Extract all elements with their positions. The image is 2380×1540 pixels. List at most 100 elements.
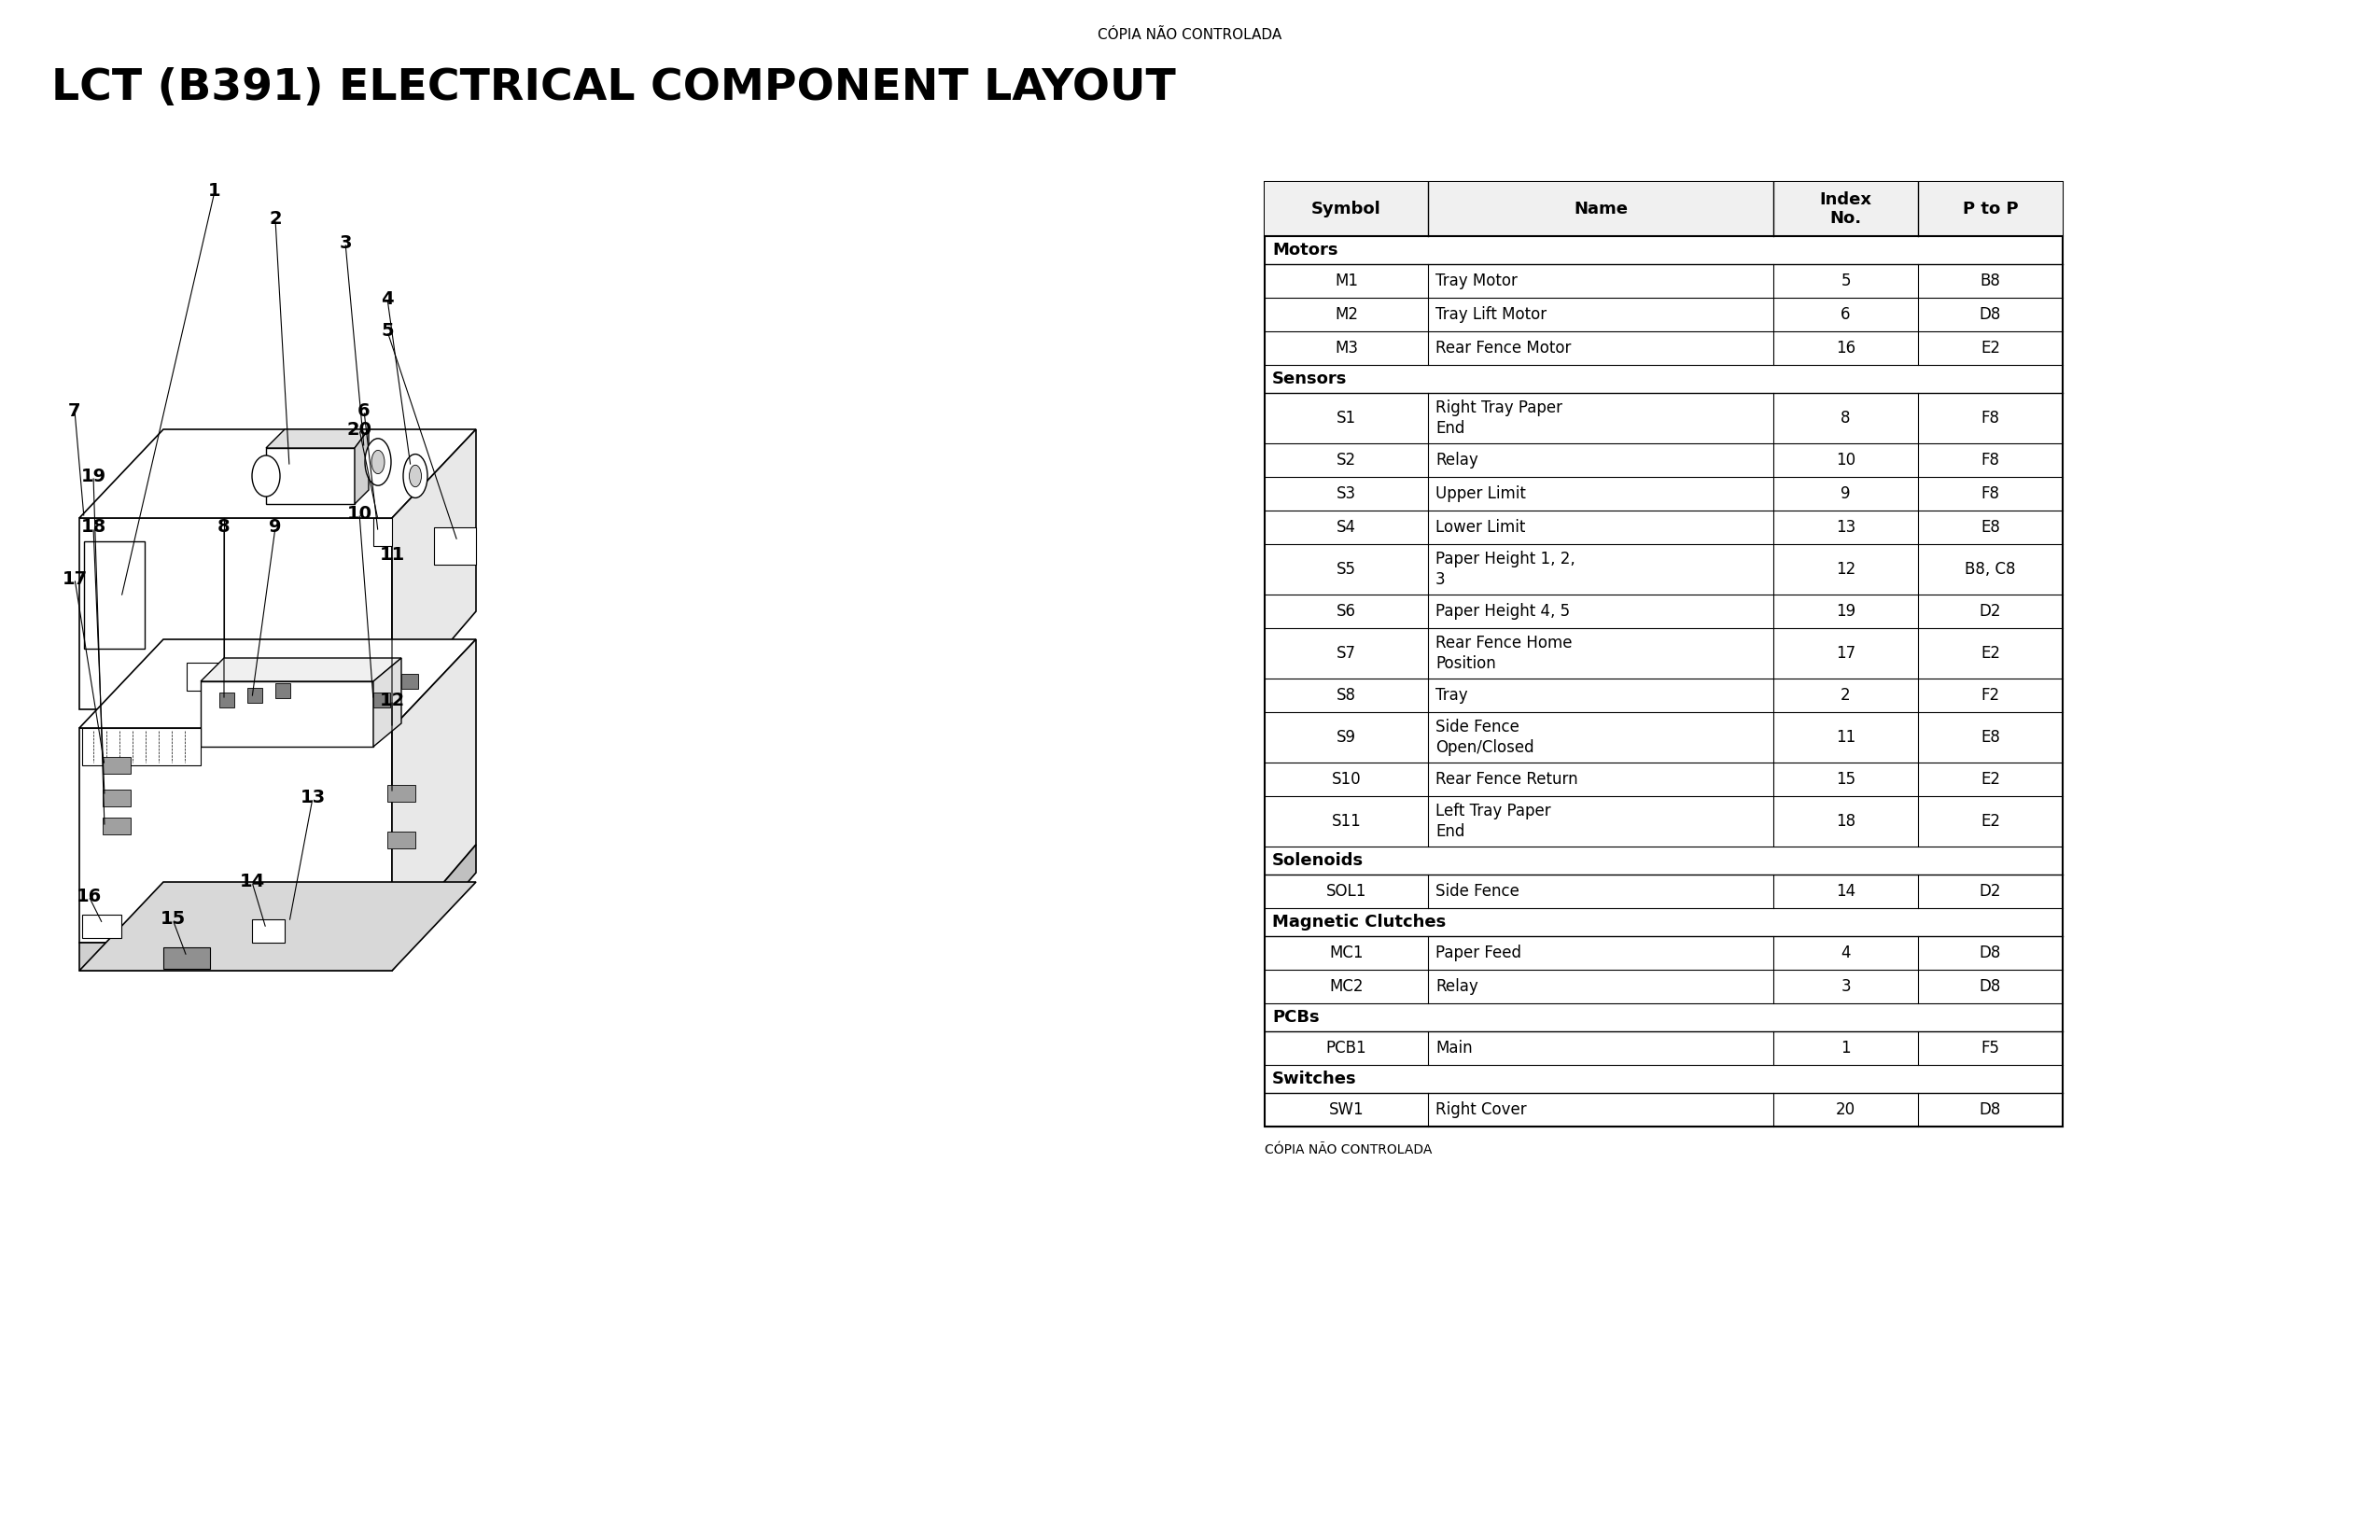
Text: S7: S7 xyxy=(1338,645,1357,662)
Text: E2: E2 xyxy=(1980,340,1999,357)
Text: Relay: Relay xyxy=(1435,978,1478,995)
Polygon shape xyxy=(388,832,416,849)
Text: Index
No.: Index No. xyxy=(1821,191,1871,228)
Polygon shape xyxy=(79,430,476,517)
Text: 4: 4 xyxy=(381,290,393,308)
Text: 8: 8 xyxy=(217,519,231,536)
Text: 1: 1 xyxy=(209,182,221,200)
Text: E2: E2 xyxy=(1980,772,1999,788)
Text: 14: 14 xyxy=(240,873,264,890)
Text: 9: 9 xyxy=(1840,485,1852,502)
Text: 10: 10 xyxy=(347,505,371,522)
Text: Side Fence
Open/Closed: Side Fence Open/Closed xyxy=(1435,719,1535,756)
Text: LCT (B391) ELECTRICAL COMPONENT LAYOUT: LCT (B391) ELECTRICAL COMPONENT LAYOUT xyxy=(52,68,1176,109)
Text: PCBs: PCBs xyxy=(1273,1009,1319,1026)
Text: 14: 14 xyxy=(1835,882,1856,899)
Text: 20: 20 xyxy=(1835,1101,1856,1118)
Text: M2: M2 xyxy=(1335,306,1359,323)
Ellipse shape xyxy=(252,456,281,496)
Text: 10: 10 xyxy=(1835,451,1856,468)
Text: S10: S10 xyxy=(1330,772,1361,788)
Ellipse shape xyxy=(364,439,390,485)
Text: Rear Fence Return: Rear Fence Return xyxy=(1435,772,1578,788)
Polygon shape xyxy=(252,919,286,942)
Text: S4: S4 xyxy=(1338,519,1357,536)
Text: 16: 16 xyxy=(1835,340,1856,357)
Text: 19: 19 xyxy=(1835,604,1856,619)
Text: 4: 4 xyxy=(1840,944,1852,961)
Polygon shape xyxy=(374,517,393,547)
Text: 12: 12 xyxy=(1835,561,1856,578)
Polygon shape xyxy=(79,942,393,970)
Polygon shape xyxy=(102,818,131,835)
Polygon shape xyxy=(374,658,402,747)
Text: 20: 20 xyxy=(347,420,371,439)
Text: D8: D8 xyxy=(1980,944,2002,961)
Text: 15: 15 xyxy=(1835,772,1856,788)
Polygon shape xyxy=(83,728,200,765)
Text: Lower Limit: Lower Limit xyxy=(1435,519,1526,536)
Text: S2: S2 xyxy=(1338,451,1357,468)
Text: D8: D8 xyxy=(1980,1101,2002,1118)
Text: SOL1: SOL1 xyxy=(1326,882,1366,899)
Text: E2: E2 xyxy=(1980,813,1999,830)
Text: S3: S3 xyxy=(1338,485,1357,502)
Polygon shape xyxy=(79,728,393,942)
Text: 2: 2 xyxy=(1840,687,1852,704)
Polygon shape xyxy=(83,542,145,648)
Text: 12: 12 xyxy=(378,691,405,708)
Text: SW1: SW1 xyxy=(1328,1101,1364,1118)
Text: Magnetic Clutches: Magnetic Clutches xyxy=(1273,913,1447,930)
Text: Tray: Tray xyxy=(1435,687,1468,704)
Text: 18: 18 xyxy=(81,519,107,536)
Polygon shape xyxy=(219,693,233,707)
Polygon shape xyxy=(186,662,345,690)
Text: S6: S6 xyxy=(1338,604,1357,619)
Text: S8: S8 xyxy=(1338,687,1357,704)
Polygon shape xyxy=(393,430,476,710)
Text: P to P: P to P xyxy=(1964,200,2018,217)
Text: F8: F8 xyxy=(1980,410,1999,427)
Text: Main: Main xyxy=(1435,1040,1473,1056)
Text: 7: 7 xyxy=(69,402,81,419)
Polygon shape xyxy=(79,639,476,728)
Text: Left Tray Paper
End: Left Tray Paper End xyxy=(1435,802,1552,839)
Text: Rear Fence Motor: Rear Fence Motor xyxy=(1435,340,1571,357)
Polygon shape xyxy=(102,790,131,807)
Polygon shape xyxy=(374,693,390,707)
Text: MC2: MC2 xyxy=(1330,978,1364,995)
Text: CÓPIA NÃO CONTROLADA: CÓPIA NÃO CONTROLADA xyxy=(1097,28,1283,42)
Text: 13: 13 xyxy=(1835,519,1856,536)
Text: Right Tray Paper
End: Right Tray Paper End xyxy=(1435,400,1561,436)
Ellipse shape xyxy=(371,450,386,474)
Text: M3: M3 xyxy=(1335,340,1359,357)
Text: 5: 5 xyxy=(1840,273,1852,290)
Text: S5: S5 xyxy=(1338,561,1357,578)
Text: 17: 17 xyxy=(62,570,88,588)
Bar xyxy=(1264,182,2063,236)
Text: 11: 11 xyxy=(1835,728,1856,745)
Polygon shape xyxy=(433,527,476,565)
Text: S9: S9 xyxy=(1338,728,1357,745)
Polygon shape xyxy=(267,430,369,448)
Text: E8: E8 xyxy=(1980,728,1999,745)
Polygon shape xyxy=(102,758,131,773)
Text: 6: 6 xyxy=(1840,306,1852,323)
Polygon shape xyxy=(402,675,419,688)
Text: Paper Height 4, 5: Paper Height 4, 5 xyxy=(1435,604,1571,619)
Text: Sensors: Sensors xyxy=(1273,371,1347,388)
Polygon shape xyxy=(79,882,476,970)
Text: 6: 6 xyxy=(357,402,371,419)
Text: Motors: Motors xyxy=(1273,242,1338,259)
Ellipse shape xyxy=(402,454,428,497)
Polygon shape xyxy=(388,785,416,802)
Text: Relay: Relay xyxy=(1435,451,1478,468)
Text: S1: S1 xyxy=(1338,410,1357,427)
Polygon shape xyxy=(393,639,476,942)
Text: Paper Height 1, 2,
3: Paper Height 1, 2, 3 xyxy=(1435,551,1576,588)
Text: 5: 5 xyxy=(381,322,393,340)
Text: Upper Limit: Upper Limit xyxy=(1435,485,1526,502)
Text: Tray Lift Motor: Tray Lift Motor xyxy=(1435,306,1547,323)
Text: D8: D8 xyxy=(1980,306,2002,323)
Polygon shape xyxy=(248,688,262,702)
